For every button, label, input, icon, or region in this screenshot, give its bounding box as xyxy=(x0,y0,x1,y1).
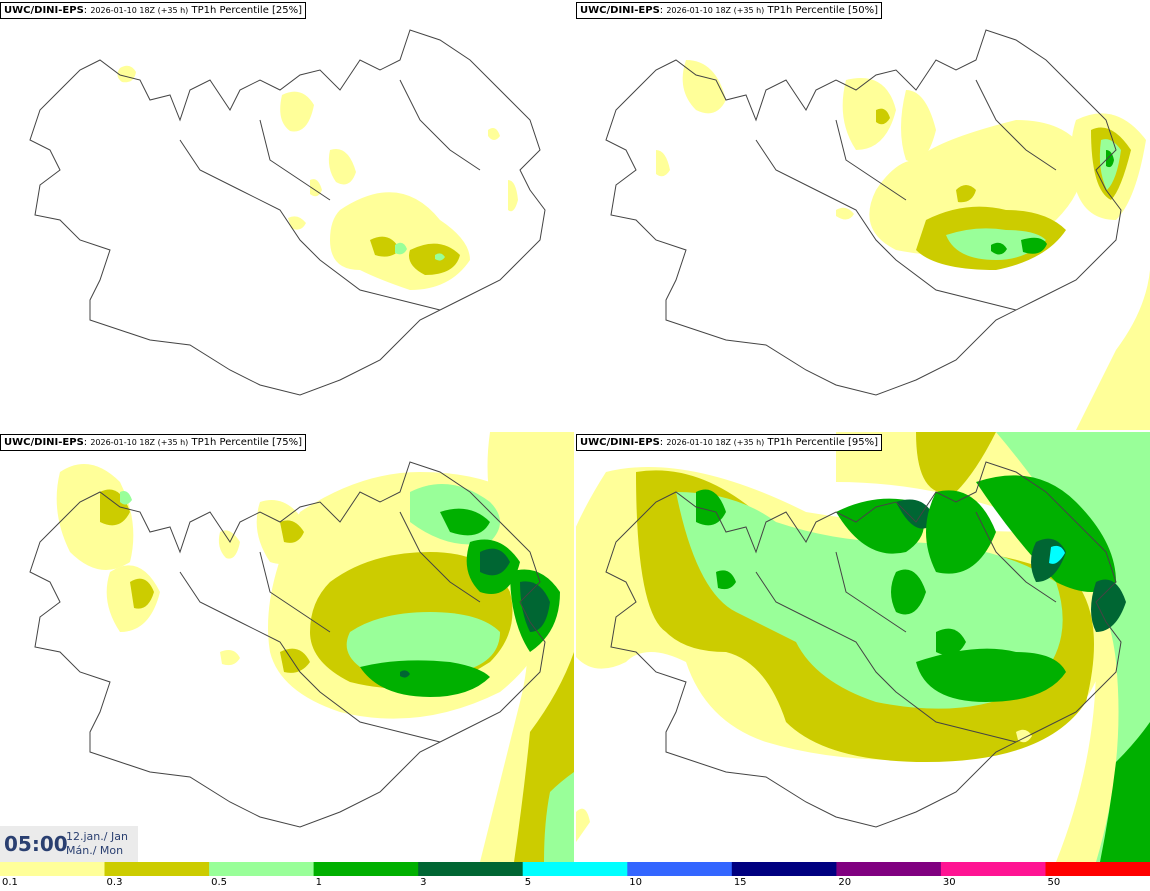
model-name: UWC/DINI-EPS xyxy=(4,5,84,16)
colorbar-swatch xyxy=(627,862,733,876)
colorbar-tick-label: 20 xyxy=(838,877,852,888)
colorbar-swatch xyxy=(940,862,1046,876)
valid-date-line2: Mán./ Mon xyxy=(66,844,124,857)
precip-shading xyxy=(576,432,1150,862)
colorbar-tick-label: 15 xyxy=(733,877,747,888)
map-panel-p75: UWC/DINI-EPS: 2026-01-10 18Z (+35 h) TP1… xyxy=(0,432,574,862)
colorbar-swatch xyxy=(313,862,419,876)
colorbar-tick-label: 30 xyxy=(942,877,956,888)
colorbar-swatch xyxy=(209,862,315,876)
valid-time-box: 05:00 12.jan./ Jan Mán./ Mon xyxy=(0,826,138,862)
run-time: 2026-01-10 18Z (+35 h) xyxy=(666,6,765,15)
colorbar-tick-label: 0.3 xyxy=(106,877,123,888)
precip-map xyxy=(576,432,1150,862)
field-name: TP1h Percentile [95%] xyxy=(767,437,879,448)
run-time: 2026-01-10 18Z (+35 h) xyxy=(666,438,765,447)
field-name: TP1h Percentile [25%] xyxy=(191,5,303,16)
valid-date-line1: 12.jan./ Jan xyxy=(66,830,128,843)
colorbar-swatches xyxy=(0,862,1150,876)
panel-title: UWC/DINI-EPS: 2026-01-10 18Z (+35 h) TP1… xyxy=(0,434,307,451)
run-time: 2026-01-10 18Z (+35 h) xyxy=(90,6,189,15)
colorbar-swatch xyxy=(731,862,837,876)
model-name: UWC/DINI-EPS xyxy=(4,437,84,448)
colorbar-tick-label: 0.5 xyxy=(211,877,227,888)
colorbar-tick-label: 1 xyxy=(315,877,322,888)
precip-map xyxy=(605,29,1150,430)
valid-date: 12.jan./ Jan Mán./ Mon xyxy=(66,830,128,858)
field-name: TP1h Percentile [50%] xyxy=(767,5,879,16)
panel-title: UWC/DINI-EPS: 2026-01-10 18Z (+35 h) TP1… xyxy=(576,2,883,19)
model-name: UWC/DINI-EPS xyxy=(580,5,660,16)
colorbar-swatch xyxy=(418,862,524,876)
colorbar-tick-label: 0.1 xyxy=(2,877,18,888)
precip-shading xyxy=(117,65,518,290)
panel-title: UWC/DINI-EPS: 2026-01-10 18Z (+35 h) TP1… xyxy=(576,434,883,451)
map-panel-p25: UWC/DINI-EPS: 2026-01-10 18Z (+35 h) TP1… xyxy=(0,0,574,430)
colorbar-swatch xyxy=(836,862,942,876)
colorbar xyxy=(0,862,1150,891)
colorbar-swatch xyxy=(0,862,105,876)
colorbar-swatch xyxy=(1045,862,1150,876)
precip-shading xyxy=(656,60,1150,430)
colorbar-tick-label: 5 xyxy=(524,877,532,888)
run-time: 2026-01-10 18Z (+35 h) xyxy=(90,438,189,447)
precip-map xyxy=(29,29,546,396)
field-name: TP1h Percentile [75%] xyxy=(191,437,303,448)
colorbar-tick-label: 10 xyxy=(629,877,642,888)
colorbar-tick-label: 3 xyxy=(420,877,427,888)
precip-map xyxy=(29,432,574,862)
colorbar-swatch xyxy=(522,862,628,876)
colorbar-swatch xyxy=(104,862,210,876)
model-name: UWC/DINI-EPS xyxy=(580,437,660,448)
valid-time: 05:00 xyxy=(4,832,68,856)
map-panel-p95: UWC/DINI-EPS: 2026-01-10 18Z (+35 h) TP1… xyxy=(576,432,1150,862)
precip-shading xyxy=(56,432,574,862)
map-panel-p50: UWC/DINI-EPS: 2026-01-10 18Z (+35 h) TP1… xyxy=(576,0,1150,430)
colorbar-tick-label: 50 xyxy=(1047,877,1061,888)
panel-title: UWC/DINI-EPS: 2026-01-10 18Z (+35 h) TP1… xyxy=(0,2,307,19)
